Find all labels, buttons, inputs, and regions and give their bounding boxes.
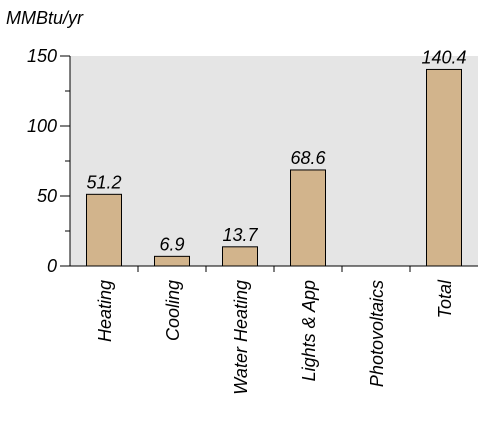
bar-value-label: 140.4 [421, 47, 466, 67]
category-label: Cooling [163, 280, 183, 341]
y-tick-label: 150 [27, 46, 57, 66]
bar-value-label: 13.7 [222, 225, 258, 245]
bar-value-label: 51.2 [86, 172, 121, 192]
bar-value-label: 68.6 [290, 148, 326, 168]
bar-value-label: 6.9 [159, 234, 184, 254]
y-axis-ticks-group: 0 50 100 150 [27, 46, 70, 276]
y-tick-label: 0 [47, 256, 57, 276]
category-labels-group: Heating Cooling Water Heating Lights & App P… [95, 279, 455, 395]
category-label: Lights & App [299, 280, 319, 381]
category-label: Total [435, 279, 455, 318]
plot-area [70, 56, 478, 266]
bar-water-heating [222, 246, 258, 267]
category-label: Heating [95, 280, 115, 342]
y-axis-unit-label: MMBtu/yr [6, 8, 84, 28]
category-label: Photovoltaics [367, 280, 387, 387]
category-label: Water Heating [231, 280, 251, 395]
bar-lights-app [290, 169, 326, 267]
y-tick-label: 50 [37, 186, 57, 206]
x-axis-ticks-group [137, 266, 411, 272]
bar-total [426, 68, 462, 267]
bar-value-labels-group: 51.2 6.9 13.7 68.6 140.4 [86, 47, 466, 254]
bar-cooling [154, 255, 190, 267]
bar-heating [86, 193, 122, 267]
y-tick-label: 100 [27, 116, 57, 136]
bars-group [86, 68, 462, 267]
